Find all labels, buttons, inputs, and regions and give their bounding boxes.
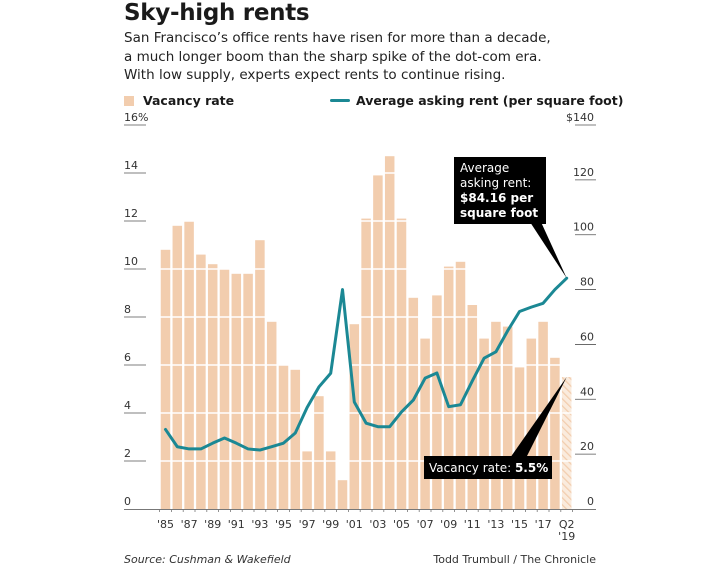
- x-tick-label: '07: [417, 518, 434, 531]
- vacancy-annotation-box: [424, 456, 552, 479]
- x-axis: '85 '87 '89 '91 '93 '95 '97 '99 '01 '03 '05 '07 '09 '…: [124, 509, 596, 543]
- legend-line-swatch-icon: [330, 99, 350, 102]
- vacancy-bar: [396, 218, 407, 509]
- vacancy-bar: [219, 269, 230, 509]
- left-tick-label: 6: [124, 351, 131, 364]
- legend-bar-swatch-icon: [124, 95, 134, 106]
- vacancy-bar: [561, 377, 572, 509]
- right-tick-label: 100: [573, 221, 594, 234]
- x-tick-label: '95: [275, 518, 292, 531]
- vacancy-bar: [373, 175, 383, 509]
- left-tick-label: 14: [124, 159, 138, 172]
- right-tick-label: 0: [587, 495, 594, 508]
- subtitle-line: With low supply, experts expect rents to…: [124, 67, 506, 83]
- vacancy-bar: [408, 297, 419, 509]
- vacancy-bar: [160, 249, 171, 510]
- legend-vacancy-label: Vacancy rate: [143, 93, 235, 108]
- rent-annotation-box: [454, 157, 546, 224]
- x-tick-label: '19: [558, 530, 575, 543]
- vacancy-bar: [384, 156, 395, 509]
- x-tick-label: '87: [181, 518, 198, 531]
- vacancy-bar: [526, 338, 537, 509]
- left-tick-label: 4: [124, 399, 131, 412]
- vacancy-annotation-label: Vacancy rate:: [429, 461, 515, 475]
- vacancy-bar: [361, 218, 371, 509]
- vacancy-bar: [196, 254, 206, 509]
- vacancy-bar: [290, 369, 301, 509]
- right-tick-label: $140: [566, 111, 594, 124]
- rent-line-group: [164, 276, 569, 452]
- x-tick-label: '01: [346, 518, 363, 531]
- vacancy-bar: [467, 305, 478, 509]
- vacancy-bar: [325, 451, 336, 509]
- credit-note: Todd Trumbull / The Chronicle: [433, 553, 596, 566]
- vacancy-bar: [443, 266, 454, 509]
- rent-annotation-text: square foot: [460, 206, 538, 220]
- left-axis: 0 2 4 6 8 10 12 14 16%: [124, 111, 148, 508]
- right-tick-label: 80: [580, 276, 594, 289]
- vacancy-bar: [266, 321, 277, 509]
- x-tick-label: '99: [322, 518, 339, 531]
- right-tick-label: 20: [580, 440, 594, 453]
- x-tick-label: '17: [535, 518, 552, 531]
- vacancy-bar: [255, 240, 265, 509]
- subtitle-line: a much longer boom than the sharp spike …: [124, 48, 542, 65]
- left-tick-label: 8: [124, 303, 131, 316]
- vacancy-bar: [278, 365, 289, 509]
- vacancy-annotation-pointer: [510, 377, 567, 458]
- x-tick-label: '91: [228, 518, 245, 531]
- vacancy-bar: [420, 338, 430, 509]
- rent-annotation-text: Average: [460, 161, 509, 175]
- legend-rent-label: Average asking rent (per square foot): [356, 93, 624, 108]
- vacancy-bar: [207, 264, 218, 509]
- left-tick-label: 0: [124, 495, 131, 508]
- vacancy-bar: [349, 324, 360, 509]
- x-tick-label: '89: [204, 518, 221, 531]
- legend-vacancy: Vacancy rate: [124, 93, 234, 108]
- vacancy-bar: [231, 273, 242, 509]
- chart-subtitle: San Francisco’s office rents have risen …: [124, 29, 624, 85]
- right-tick-label: 120: [573, 166, 594, 179]
- x-tick-label: '03: [369, 518, 386, 531]
- subtitle-line: San Francisco’s office rents have risen …: [124, 30, 551, 46]
- vacancy-bar: [432, 295, 442, 509]
- legend-rent: Average asking rent (per square foot): [330, 93, 623, 108]
- vacancy-bar: [337, 480, 348, 509]
- rent-annotation-text: $84.16 per: [460, 191, 533, 205]
- left-tick-label: 16%: [124, 111, 148, 124]
- vacancy-bar: [502, 326, 513, 509]
- x-tick-label: '11: [464, 518, 481, 531]
- x-tick-label: '13: [487, 518, 504, 531]
- left-tick-label: 12: [124, 207, 138, 220]
- x-tick-label: '09: [440, 518, 457, 531]
- x-tick-label: '05: [393, 518, 410, 531]
- rent-annotation-pointer: [530, 222, 567, 279]
- right-tick-label: 60: [580, 330, 594, 343]
- left-tick-label: 2: [124, 447, 131, 460]
- vacancy-bar: [314, 396, 324, 509]
- vacancy-bar: [514, 367, 525, 509]
- x-tick-label: '93: [251, 518, 268, 531]
- x-tick-label: '85: [157, 518, 174, 531]
- vacancy-bar: [491, 321, 501, 509]
- vacancy-annotation-text: Vacancy rate: 5.5%: [429, 461, 548, 475]
- x-tick-label: '15: [511, 518, 528, 531]
- x-tick-label: '97: [299, 518, 316, 531]
- vacancy-bar: [479, 338, 489, 509]
- vacancy-bar: [302, 451, 312, 509]
- vacancy-annotation-value: 5.5%: [515, 461, 548, 475]
- chart-title: Sky-high rents: [124, 0, 310, 26]
- right-tick-label: 40: [580, 385, 594, 398]
- vacancy-bar: [243, 273, 253, 509]
- x-tick-label: Q2: [559, 518, 575, 531]
- vacancy-bar: [455, 261, 466, 509]
- source-note: Source: Cushman & Wakefield: [124, 553, 291, 566]
- rent-annotation-text: asking rent:: [460, 176, 531, 190]
- vacancy-bar: [550, 357, 560, 509]
- right-axis: 0 20 40 60 80 100 120 $140: [566, 111, 596, 508]
- left-tick-label: 10: [124, 255, 138, 268]
- vacancy-bar: [172, 225, 183, 510]
